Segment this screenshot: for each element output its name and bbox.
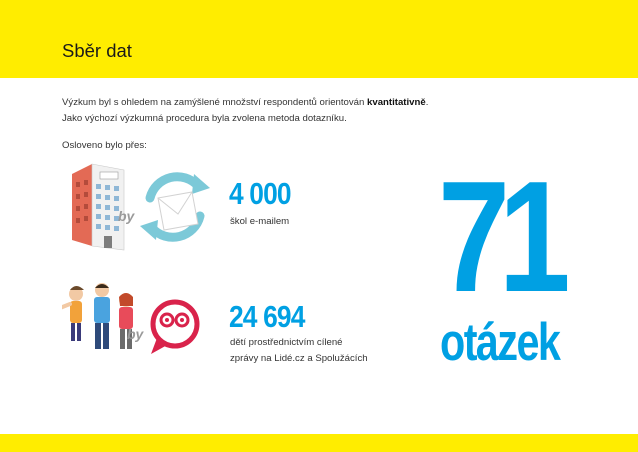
questions-label: otázek <box>440 313 561 372</box>
kids-group-icon <box>62 283 133 349</box>
intro-line-1-end: . <box>425 97 429 108</box>
by-label-2: by <box>127 326 144 342</box>
intro-text: Výzkum byl s ohledem na zamýšlené množst… <box>62 95 428 127</box>
by-label-1: by <box>118 208 135 224</box>
chat-bubble-icon <box>150 299 200 354</box>
questions-count: 71 <box>438 149 571 325</box>
intro-line-1: Výzkum byl s ohledem na zamýšlené množst… <box>62 95 428 111</box>
intro-emphasis: kvantitativně <box>367 97 426 108</box>
contacted-label: Osloveno bylo přes: <box>62 140 147 151</box>
intro-line-1-text: Výzkum byl s ohledem na zamýšlené množst… <box>62 97 368 108</box>
footer-band <box>0 434 638 452</box>
stat-caption-line: zprávy na Lidé.cz a Spolužácích <box>230 353 368 364</box>
stat-caption-line: škol e-mailem <box>230 216 290 227</box>
stat-caption-children: dětí prostřednictvím cílené zprávy na Li… <box>230 335 368 367</box>
stat-number-children: 24 694 <box>229 299 305 334</box>
page-title: Sběr dat <box>62 40 132 61</box>
stat-caption-schools: škol e-mailem <box>230 214 289 230</box>
header-band <box>0 0 638 78</box>
stat-caption-line: dětí prostřednictvím cílené <box>230 337 343 348</box>
email-envelope-icon <box>140 172 210 242</box>
intro-line-2: Jako výchozí výzkumná procedura byla zvo… <box>62 113 347 124</box>
stat-number-schools: 4 000 <box>229 176 292 211</box>
school-building-icon <box>72 163 125 251</box>
